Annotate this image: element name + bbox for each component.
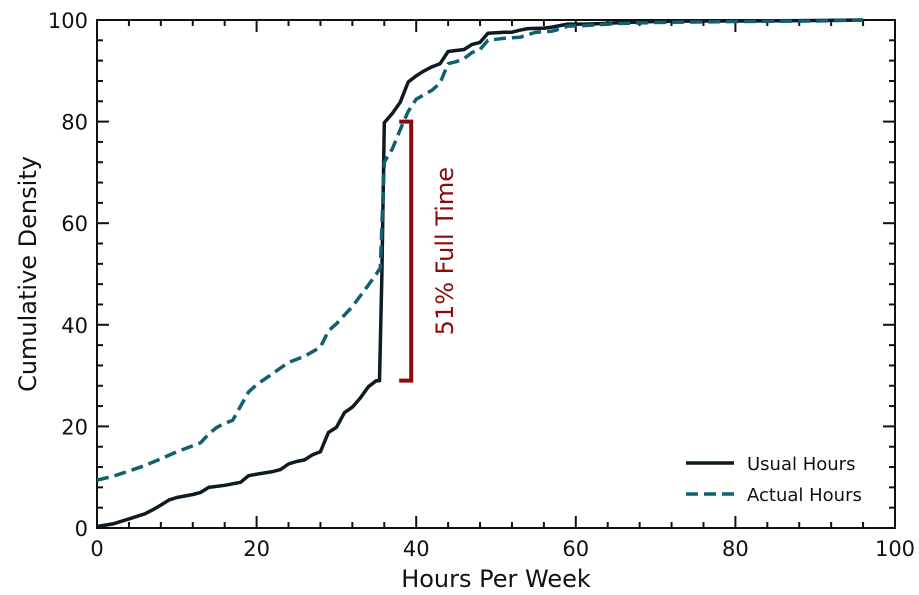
- y-axis-title: Cumulative Density: [14, 156, 42, 392]
- x-tick-label: 100: [875, 537, 915, 561]
- plot-area: 51% Full Time: [96, 18, 896, 529]
- legend-label-usual-hours: Usual Hours: [747, 454, 855, 475]
- series-lines: [96, 18, 864, 529]
- x-axis-title: Hours Per Week: [401, 565, 591, 593]
- y-tick-label: 40: [61, 314, 88, 338]
- annotation-bracket: [399, 119, 414, 383]
- x-tick-label: 40: [403, 537, 430, 561]
- y-tick-label: 60: [61, 212, 88, 236]
- series-line-usual-hours: [96, 18, 864, 529]
- y-tick-label: 20: [61, 415, 88, 439]
- y-tick-label: 100: [48, 9, 88, 33]
- axis-ticks: [96, 19, 896, 529]
- tick-labels: 0 20 40 60 80 100 0 20 40 60 80 100: [48, 9, 915, 561]
- plot-frame: [96, 19, 896, 529]
- annotation-label: 51% Full Time: [431, 167, 459, 335]
- legend: Usual Hours Actual Hours: [686, 454, 862, 506]
- x-tick-label: 0: [90, 537, 103, 561]
- series-line-actual-hours: [96, 18, 864, 482]
- legend-label-actual-hours: Actual Hours: [747, 485, 862, 506]
- y-tick-label: 80: [61, 111, 88, 135]
- x-tick-label: 20: [243, 537, 270, 561]
- x-tick-label: 60: [562, 537, 589, 561]
- x-tick-label: 80: [722, 537, 749, 561]
- full-time-annotation: 51% Full Time: [399, 119, 459, 383]
- y-tick-label: 0: [75, 517, 88, 541]
